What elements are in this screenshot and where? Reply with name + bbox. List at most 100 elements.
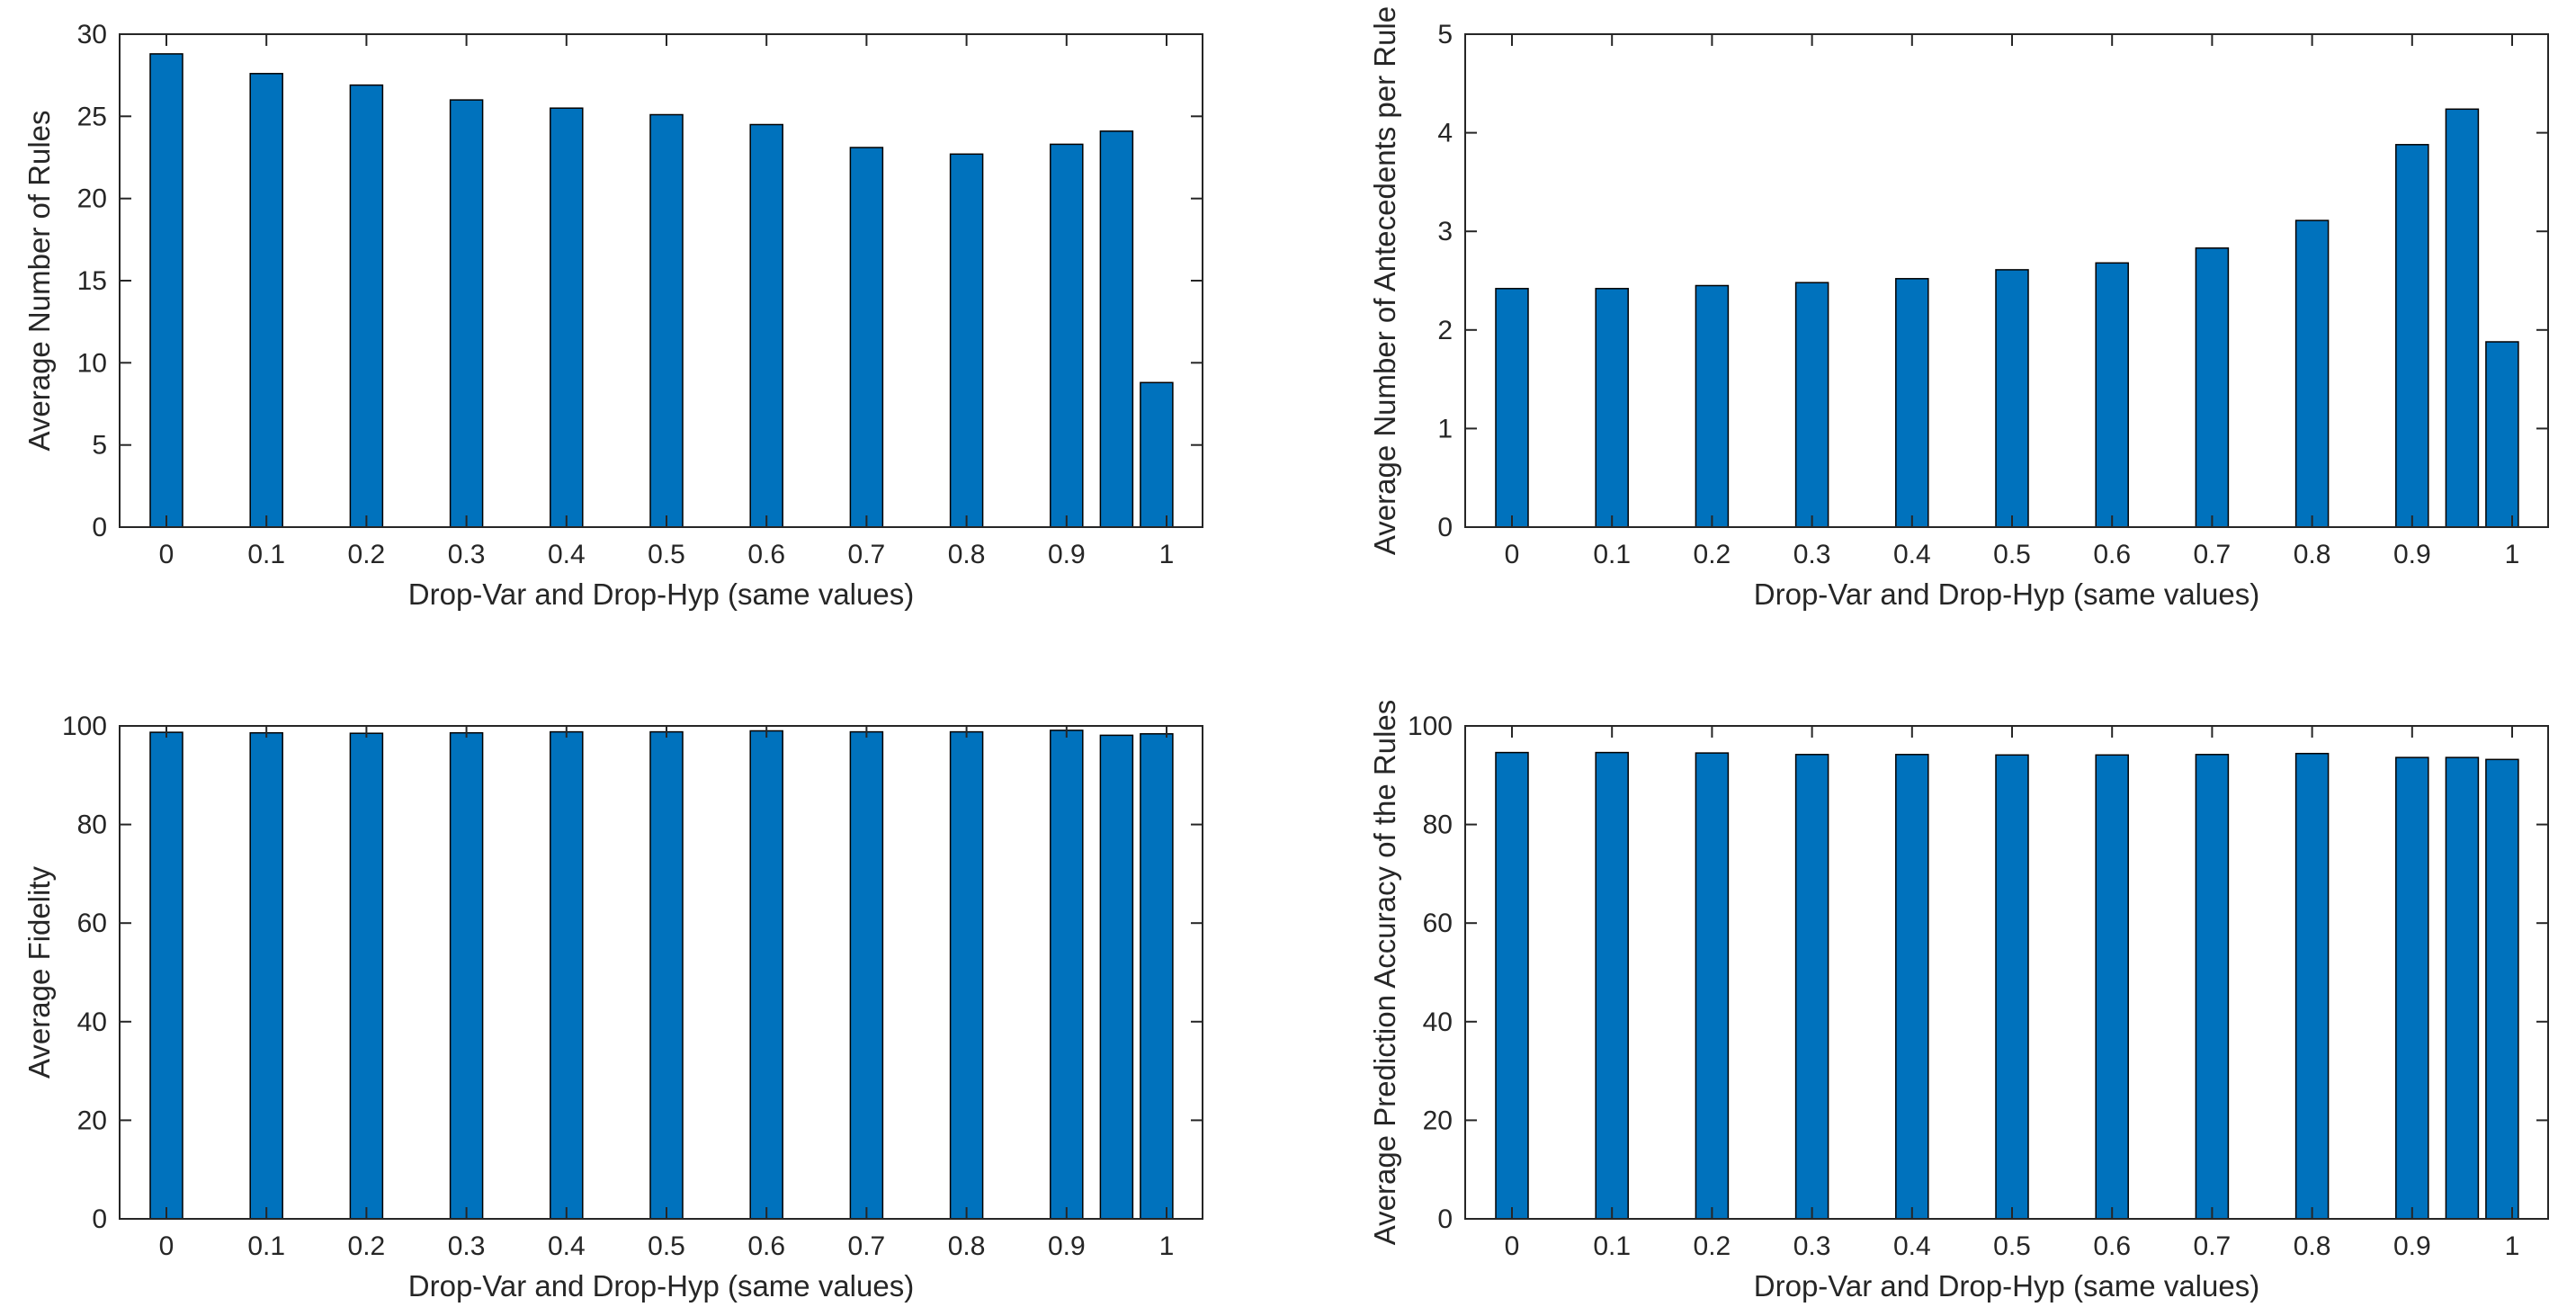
x-tick-label: 0.5 [648, 1231, 685, 1261]
bar-x-0.3 [1794, 754, 1829, 1220]
bar-x-0.6 [2095, 262, 2129, 528]
bar-x-0.6 [2095, 754, 2129, 1220]
bar-x-0.8 [949, 730, 984, 1220]
y-tick-label: 20 [77, 184, 107, 214]
x-tick-label: 0.4 [548, 1231, 586, 1261]
bar-x-0.4 [1895, 754, 1929, 1220]
x-tick-label: 0.1 [247, 1231, 285, 1261]
bar-x-0.5 [1995, 269, 2029, 528]
x-tick-label: 0.3 [448, 540, 486, 569]
x-tick-label: 0.6 [747, 540, 785, 569]
x-tick-label: 0.4 [548, 540, 586, 569]
x-tick-label: 0.8 [948, 540, 986, 569]
bar-x-0.95 [2445, 108, 2480, 528]
x-tick-label: 0.3 [1793, 1231, 1831, 1261]
y-axis-label: Average Number of Rules [22, 110, 56, 451]
bar-x-0.1 [1595, 751, 1629, 1220]
x-tick-label: 0.2 [348, 540, 386, 569]
x-tick-label: 0.6 [2093, 1231, 2131, 1261]
x-tick-label: 0 [159, 540, 174, 569]
x-tick-label: 0.2 [1694, 540, 1731, 569]
bars [1495, 108, 2519, 528]
x-tick-label: 0.8 [2294, 1231, 2331, 1261]
bar-x-0.4 [550, 730, 584, 1220]
y-tick-label: 40 [77, 1007, 107, 1037]
y-tick-label: 60 [1423, 909, 1453, 938]
y-tick-label: 80 [1423, 810, 1453, 840]
x-axis-label: Drop-Var and Drop-Hyp (same values) [408, 1269, 914, 1303]
x-tick-label: 0.2 [348, 1231, 386, 1261]
y-axis: 0 20 40 60 80 100 [1408, 712, 2548, 1234]
x-tick-label: 0.7 [2194, 540, 2232, 569]
bar-x-0.99 [2485, 758, 2519, 1220]
bar-x-0.99 [2485, 341, 2519, 528]
bar-x-0.99 [1140, 733, 1174, 1220]
bar-x-0.6 [749, 123, 783, 528]
chart-avg-number-of-antecedents-per-rule: 0 0.1 0.2 0.3 0.4 0.5 0.6 0.7 0.8 0.9 1 0 1 2 3 4 5 Drop-… [1368, 6, 2549, 611]
x-axis: 0 0.1 0.2 0.3 0.4 0.5 0.6 0.7 0.8 0.9 1 [159, 34, 1175, 569]
x-tick-label: 0 [1505, 540, 1520, 569]
bar-x-0.9 [2395, 144, 2429, 528]
y-tick-label: 60 [77, 909, 107, 938]
bar-x-0.6 [749, 730, 783, 1220]
x-axis-label: Drop-Var and Drop-Hyp (same values) [1754, 577, 2259, 611]
bars [149, 53, 1174, 528]
y-axis: 0 5 10 15 20 25 30 [77, 20, 1203, 542]
x-tick-label: 1 [1159, 540, 1175, 569]
bar-x-0.1 [1595, 288, 1629, 528]
y-tick-label: 5 [92, 431, 107, 461]
bar-x-0.1 [249, 73, 283, 528]
y-axis: 0 1 2 3 4 5 [1437, 20, 2548, 542]
x-axis: 0 0.1 0.2 0.3 0.4 0.5 0.6 0.7 0.8 0.9 1 [1505, 726, 2519, 1261]
x-tick-label: 0.5 [648, 540, 685, 569]
y-axis-label: Average Prediction Accuracy of the Rules [1368, 700, 1401, 1246]
plot-box [1464, 33, 2549, 528]
bar-x-0.2 [1695, 284, 1730, 528]
x-axis-label: Drop-Var and Drop-Hyp (same values) [408, 577, 914, 611]
bar-x-0.9 [1050, 730, 1084, 1220]
bar-x-0 [149, 731, 183, 1220]
x-tick-label: 0.2 [1694, 1231, 1731, 1261]
x-tick-label: 0.7 [848, 1231, 886, 1261]
y-tick-label: 0 [92, 513, 107, 542]
bar-x-0.9 [2395, 756, 2429, 1220]
x-tick-label: 0.7 [848, 540, 886, 569]
plot-box [119, 725, 1203, 1220]
bar-x-0.4 [1895, 278, 1929, 528]
bar-x-0.3 [449, 731, 484, 1220]
y-tick-label: 30 [77, 20, 107, 49]
y-tick-label: 2 [1437, 316, 1453, 345]
bar-x-0.2 [349, 732, 384, 1220]
x-tick-label: 0.1 [247, 540, 285, 569]
x-axis: 0 0.1 0.2 0.3 0.4 0.5 0.6 0.7 0.8 0.9 1 [159, 726, 1175, 1261]
x-tick-label: 0.8 [948, 1231, 986, 1261]
bar-x-0.5 [649, 730, 684, 1220]
bar-x-0.99 [1140, 381, 1174, 528]
x-tick-label: 0.3 [1793, 540, 1831, 569]
bar-x-0.7 [849, 730, 884, 1220]
x-tick-label: 0.1 [1593, 1231, 1631, 1261]
bar-x-0.1 [249, 731, 283, 1220]
x-tick-label: 1 [1159, 1231, 1175, 1261]
x-tick-label: 0.9 [2393, 540, 2431, 569]
bar-x-0.2 [349, 84, 384, 528]
x-axis-label: Drop-Var and Drop-Hyp (same values) [1754, 1269, 2259, 1303]
bar-x-0.4 [550, 107, 584, 528]
x-tick-label: 0.5 [1993, 1231, 2031, 1261]
x-tick-label: 0.1 [1593, 540, 1631, 569]
x-tick-label: 0.5 [1993, 540, 2031, 569]
x-tick-label: 0.9 [1048, 540, 1086, 569]
y-tick-label: 80 [77, 810, 107, 840]
bar-x-0 [1495, 751, 1529, 1220]
y-tick-label: 20 [77, 1106, 107, 1135]
x-axis: 0 0.1 0.2 0.3 0.4 0.5 0.6 0.7 0.8 0.9 1 [1505, 34, 2519, 569]
bar-x-0.5 [649, 113, 684, 528]
bar-x-0.5 [1995, 754, 2029, 1220]
bar-x-0.8 [2294, 219, 2330, 528]
x-tick-label: 0.6 [747, 1231, 785, 1261]
bar-x-0 [149, 53, 183, 528]
y-tick-label: 25 [77, 102, 107, 131]
chart-avg-prediction-accuracy-of-the-rules: 0 0.1 0.2 0.3 0.4 0.5 0.6 0.7 0.8 0.9 1 0 20 40 60 80 10… [1368, 700, 2549, 1303]
bar-x-0.2 [1695, 752, 1730, 1220]
